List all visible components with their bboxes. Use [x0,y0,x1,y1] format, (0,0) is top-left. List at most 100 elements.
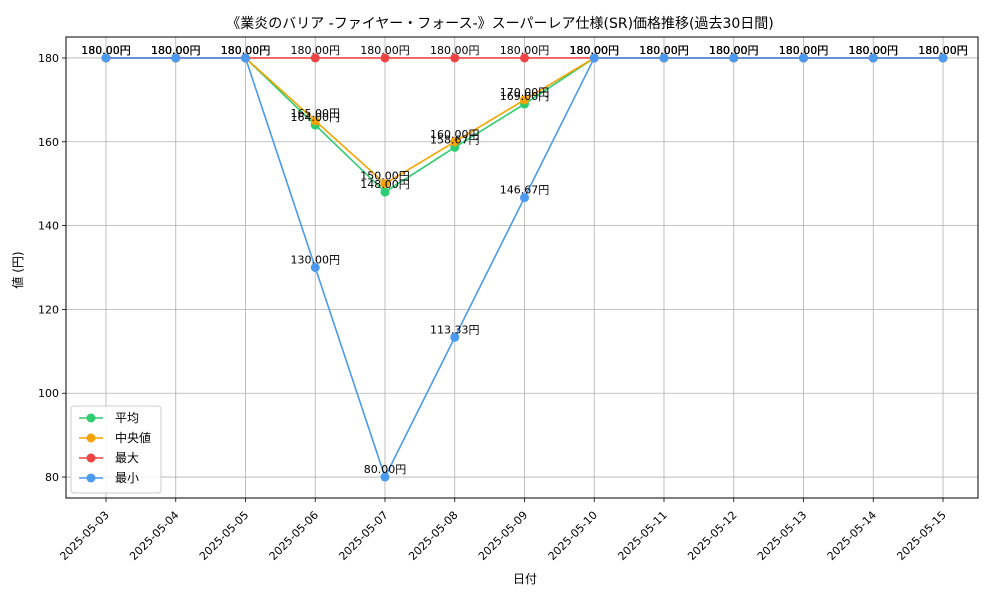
data-point [380,472,390,482]
data-label: 180.00円 [849,44,899,57]
data-label: 160.00円 [430,128,480,141]
data-label: 180.00円 [709,44,759,57]
data-label: 180.00円 [849,44,899,57]
data-label: 180.00円 [151,44,201,57]
data-label: 164.00円 [291,111,341,124]
legend-label: 最大 [115,451,139,465]
data-label: 148.00円 [360,178,410,191]
data-point [241,53,250,63]
chart-title: 《業炎のバリア -ファイヤー・フォース-》スーパーレア仕様(SR)価格推移(過去… [226,16,774,32]
x-tick-label: 2025-05-11 [615,509,669,563]
data-label: 113.33円 [430,323,480,336]
data-point [380,53,390,63]
data-point [450,332,460,342]
data-label: 170.00円 [500,86,550,99]
data-label: 180.00円 [709,44,759,57]
plot-frame [65,36,979,499]
y-tick-label: 80 [45,471,59,484]
data-point [938,53,948,63]
data-point [520,53,529,63]
data-label: 165.00円 [291,107,341,120]
data-point [310,263,320,272]
x-tick-label: 2025-05-04 [127,509,181,563]
series-最小 [101,53,948,482]
legend-box [70,405,162,494]
data-label: 180.00円 [918,44,968,57]
data-label: 180.00円 [81,44,131,57]
data-label: 180.00円 [709,44,759,57]
data-label: 180.00円 [779,44,829,57]
data-point [450,53,460,63]
data-label: 180.00円 [360,44,410,57]
x-tick-label: 2025-05-05 [197,509,251,563]
y-tick-label: 120 [38,303,59,316]
legend-marker [86,473,96,483]
series-layer [101,53,948,482]
data-label: 180.00円 [779,44,829,57]
legend-marker [86,433,96,443]
y-axis-label: 値 (円) [10,251,25,288]
y-tick-label: 160 [38,136,59,149]
data-label: 180.00円 [291,44,341,57]
y-tick-label: 180 [38,52,59,65]
data-label: 146.67円 [500,184,550,197]
legend-marker [86,413,96,423]
data-point [868,53,878,63]
data-point [520,95,529,105]
data-label: 180.00円 [151,44,201,57]
data-point [101,53,111,63]
x-tick-label: 2025-05-03 [57,509,111,563]
x-tick-label: 2025-05-06 [267,509,321,563]
y-tick-label: 100 [38,387,59,400]
legend-label: 平均 [115,411,139,425]
y-tick-label: 140 [38,220,59,233]
data-label: 180.00円 [500,44,550,57]
data-label: 180.00円 [151,44,201,57]
data-label: 180.00円 [918,44,968,57]
data-label: 180.00円 [779,44,829,57]
data-label: 150.00円 [360,170,410,183]
x-tick-label: 2025-05-07 [336,509,390,563]
data-point [520,193,529,203]
data-label: 180.00円 [639,44,689,57]
data-point [659,53,669,63]
data-point [380,179,390,189]
legend-marker [86,453,96,463]
data-point [729,53,739,63]
data-point [310,53,320,63]
data-label: 180.00円 [849,44,899,57]
data-label: 180.00円 [918,44,968,57]
data-label: 180.00円 [639,44,689,57]
data-label: 180.00円 [709,44,759,57]
data-label: 180.00円 [570,44,620,57]
data-point [589,53,599,63]
data-label: 180.00円 [918,44,968,57]
data-label: 180.00円 [81,44,131,57]
data-label: 180.00円 [639,44,689,57]
data-label: 180.00円 [221,44,271,57]
data-label: 169.00円 [500,90,550,103]
data-label: 180.00円 [221,44,271,57]
x-tick-label: 2025-05-10 [546,509,600,563]
x-tick-label: 2025-05-12 [685,509,739,563]
data-point [450,137,460,147]
data-label: 130.00円 [291,254,341,267]
data-label: 180.00円 [570,44,620,57]
legend-label: 中央値 [115,430,151,445]
x-tick-label: 2025-05-09 [476,509,530,563]
x-tick-label: 2025-05-08 [406,509,460,563]
data-point [171,53,181,63]
data-label: 158.67円 [430,133,480,146]
data-label: 180.00円 [151,44,201,57]
data-label: 180.00円 [849,44,899,57]
data-point [380,187,390,197]
data-label: 180.00円 [570,44,620,57]
data-label-layer: 180.00円 180.00円 180.00円 164.00円 148.00円 158.6… [81,44,968,476]
data-label: 180.00円 [430,44,480,57]
data-label: 180.00円 [779,44,829,57]
data-label: 180.00円 [639,44,689,57]
data-point [799,53,808,63]
